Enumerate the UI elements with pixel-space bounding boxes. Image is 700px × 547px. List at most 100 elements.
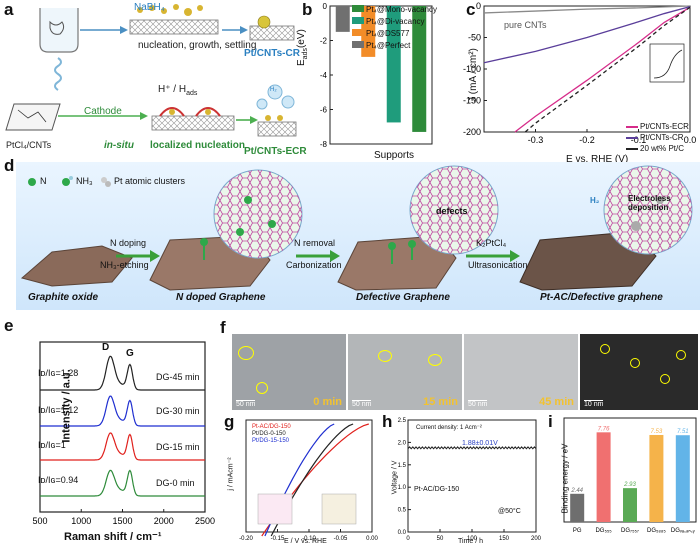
bar-value-label: 7.51	[677, 429, 689, 435]
y-tick-label: 2.0	[398, 440, 407, 446]
bar-Pt4@Mono-vacancy	[412, 6, 427, 132]
x-tick-label: DG₅₈₈₅	[647, 528, 666, 534]
y-tick-label: 0	[476, 1, 481, 11]
panel-a-label: a	[4, 0, 14, 19]
chart-h: 0 50 100 150 200 0.0 0.5 1.0 1.5 2.0 2.5	[398, 418, 542, 542]
tem-image-2: 50 nm 45 min	[464, 334, 578, 410]
cathode-label: Cathode	[84, 106, 122, 117]
legend-b-item: Pt₄@DS577	[352, 28, 437, 40]
x-tick-label: DGᵥₐ꜀ₐₙ꜀ᵧ	[671, 528, 695, 534]
inset-box	[649, 43, 685, 83]
ratio-45: Iᴅ/Iɢ=1.28	[38, 368, 79, 378]
hads-label: H⁺ / Hads	[158, 84, 198, 97]
x-tick-label: DG₅₅₅	[595, 528, 612, 534]
x-tick-label: -0.20	[239, 536, 253, 542]
scale-bar-1: 50 nm	[352, 400, 372, 408]
time-2: 45 min	[539, 396, 574, 408]
ratio-30: Iᴅ/Iɢ=1.12	[38, 405, 79, 415]
product-ecr-label: Pt/CNTs-ECR	[244, 146, 307, 157]
x-tick-label: 0	[406, 536, 410, 542]
series-Pt/CNTs-ECR	[514, 6, 691, 133]
bar-0	[570, 493, 585, 522]
panel-i-label: i	[548, 412, 553, 431]
ratio-15: Iᴅ/Iɢ=1	[38, 440, 66, 450]
ylabel-b: Eads(eV)	[296, 29, 309, 66]
bar-Pt4@Di-vacancy	[386, 6, 401, 123]
pt-cnts-cr-icon	[249, 15, 295, 41]
y-tick-label: -2	[320, 37, 328, 46]
y-tick-label: -150	[463, 96, 481, 106]
nh3-icon	[62, 178, 70, 186]
tem-image-1: 50 nm 15 min	[348, 334, 462, 410]
sample-label-h: Pt-AC/DG-150	[414, 486, 460, 493]
x-tick-label: -0.3	[528, 135, 544, 145]
x-tick-label: -0.2	[579, 135, 595, 145]
cathode-nucleation-icon	[151, 107, 235, 131]
precursor-label: PtCl₄/CNTs	[6, 140, 52, 150]
series-DG-0 min	[40, 469, 205, 497]
annotation-pure-cnts: pure CNTs	[504, 20, 547, 30]
panel-h-label: h	[382, 412, 393, 431]
haadf-image: 10 nm	[580, 334, 698, 410]
ylabel-h: Voltage / V	[391, 460, 399, 495]
legend-g-item: Pt/DG-0-150	[252, 431, 286, 437]
xlabel-b: Supports	[374, 150, 415, 161]
ratio-0: Iᴅ/Iɢ=0.94	[38, 475, 79, 485]
xlabel-g: E / V vs. RHE	[284, 538, 327, 545]
xlabel-e: Raman shift / cm⁻¹	[64, 531, 162, 543]
series-DG-45 min	[40, 355, 205, 391]
panel-b-label: b	[302, 0, 313, 19]
ylabel-c: J (mA / cm²)	[468, 48, 479, 102]
graphite-oxide-sheet	[20, 245, 133, 287]
x-tick-label: 0.0	[684, 135, 697, 145]
series-DG-30 min	[40, 395, 205, 427]
pt-cluster-icon	[101, 177, 107, 183]
legend-b: Pt₄@Mono-vacancy Pt₄@Di-vacancy Pt₄@DS57…	[352, 4, 437, 52]
x-tick-label: -0.10	[302, 536, 316, 542]
legend-g-item: Pt/DG-15-150	[252, 438, 290, 444]
step3-top-label: K₂PtCl₄	[476, 238, 507, 248]
y-tick-label: -200	[463, 127, 481, 137]
x-tick-label: 500	[32, 516, 47, 526]
step2-top-label: N removal	[294, 238, 336, 248]
panel-c-label: c	[466, 0, 476, 19]
defects-label: defects	[436, 206, 468, 216]
x-tick-label: 50	[437, 536, 444, 542]
y-tick-label: 0.5	[398, 508, 407, 514]
sample-45: DG-45 min	[156, 372, 200, 382]
step1-top-label: N doping	[110, 238, 147, 248]
sample-0: DG-0 min	[156, 478, 195, 488]
nabh4-label: NaBH₄	[134, 2, 165, 13]
inset-curve	[653, 49, 683, 79]
defective-sheet	[337, 235, 457, 291]
bar-Pt4@DS577	[361, 6, 376, 57]
time-1: 15 min	[423, 396, 458, 408]
x-tick-label: 100	[467, 536, 478, 542]
tem-image-0: 50 nm 0 min	[232, 334, 346, 410]
legend-pt: Pt atomic clusters	[114, 176, 186, 186]
xlabel-c: E vs. RHE (V)	[566, 154, 629, 165]
plot-frame	[407, 419, 537, 533]
h2-bubble-label: H₂	[270, 87, 277, 93]
x-tick-label: DG₇₅₅₇	[621, 528, 639, 534]
cnt-tangle-icon	[49, 20, 65, 35]
legend-nh3: NH₃	[76, 176, 93, 186]
bar-1	[596, 432, 611, 522]
scale-bar-2: 50 nm	[468, 400, 488, 408]
legend-c-item: 20 wt% Pt/C	[626, 143, 689, 154]
bar-value-label: 7.53	[651, 429, 663, 435]
legend-b-item: Pt₄@Perfect	[352, 40, 437, 52]
chart-i: 2.44 PG 7.76 DG₅₅₅ 2.93 DG₇₅₅₇ 7.53 DG₅₈₈₅ 7.51 D…	[563, 417, 697, 534]
sample-15: DG-15 min	[156, 442, 200, 452]
h2-label: H₂	[590, 196, 600, 205]
sample-30: DG-30 min	[156, 406, 200, 416]
x-tick-label: 1000	[71, 516, 91, 526]
x-tick-label: 2500	[195, 516, 215, 526]
y-tick-label: -4	[320, 71, 328, 80]
bar-3	[649, 434, 664, 522]
series-stability	[407, 446, 537, 450]
legend-n: N	[40, 176, 47, 186]
stage-n-doped: N doped Graphene	[176, 292, 266, 303]
x-tick-label: 200	[531, 536, 542, 542]
nucleation-step-label: nucleation, growth, settling	[138, 40, 257, 51]
